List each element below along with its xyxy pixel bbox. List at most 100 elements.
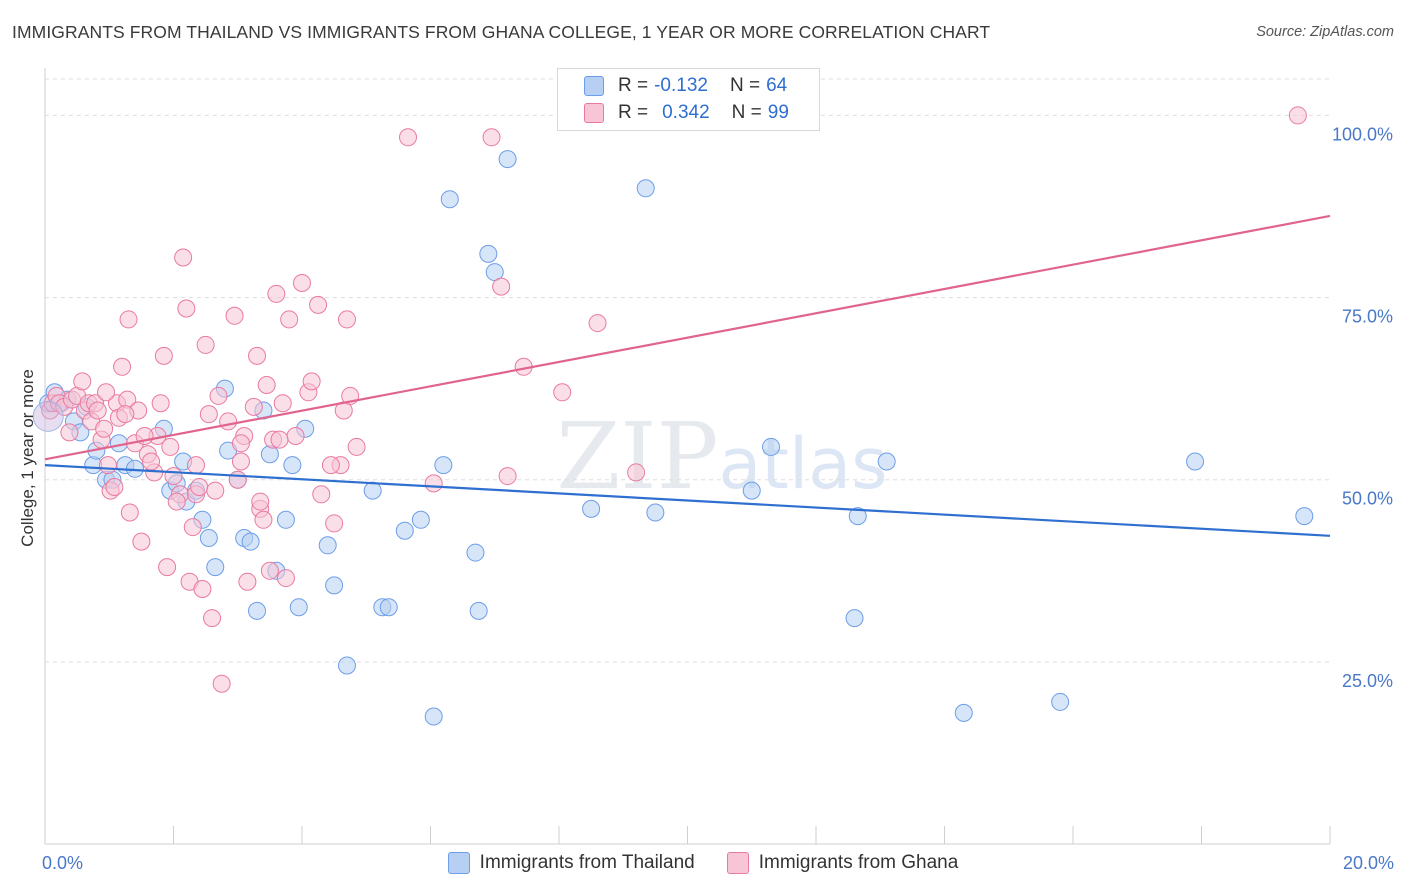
ghana-point[interactable] (238, 572, 257, 591)
ghana-point[interactable] (270, 430, 289, 449)
ghana-point[interactable] (98, 456, 117, 475)
ghana-point[interactable] (498, 467, 517, 486)
ghana-point[interactable] (627, 463, 646, 482)
ghana-point[interactable] (206, 481, 225, 500)
thailand-point[interactable] (206, 558, 225, 577)
ghana-point[interactable] (199, 405, 218, 424)
ghana-point[interactable] (347, 437, 366, 456)
thailand-point[interactable] (289, 598, 308, 617)
legend-item-ghana[interactable]: Immigrants from Ghana (726, 852, 958, 874)
ghana-point[interactable] (257, 376, 276, 394)
ghana-point[interactable] (219, 412, 238, 431)
thailand-point[interactable] (434, 456, 453, 475)
ghana-point[interactable] (231, 434, 250, 453)
thailand-point[interactable] (646, 503, 665, 522)
ghana-point[interactable] (1288, 106, 1307, 125)
ghana-point[interactable] (177, 299, 196, 318)
thailand-point[interactable] (466, 543, 485, 562)
ghana-point[interactable] (119, 310, 138, 329)
thailand-point[interactable] (954, 703, 973, 722)
ghana-point[interactable] (116, 405, 135, 424)
thailand-point[interactable] (742, 481, 761, 500)
thailand-point[interactable] (1186, 452, 1205, 471)
ghana-point[interactable] (280, 310, 299, 329)
ghana-point[interactable] (183, 518, 202, 537)
thailand-point[interactable] (762, 437, 781, 456)
thailand-point[interactable] (582, 499, 601, 518)
ghana-point[interactable] (186, 456, 205, 475)
ghana-point[interactable] (88, 401, 107, 420)
ghana-point[interactable] (276, 569, 295, 588)
ghana-point[interactable] (225, 306, 244, 325)
ghana-point[interactable] (482, 128, 501, 147)
ghana-point[interactable] (167, 492, 186, 511)
ghana-point[interactable] (193, 580, 212, 598)
thailand-point[interactable] (318, 536, 337, 555)
ghana-point[interactable] (251, 492, 270, 511)
ghana-point[interactable] (151, 394, 170, 413)
ghana-point[interactable] (132, 532, 151, 551)
thailand-point[interactable] (260, 445, 279, 464)
ghana-point[interactable] (273, 394, 292, 413)
thailand-point[interactable] (337, 656, 356, 675)
thailand-point[interactable] (469, 601, 488, 620)
legend-item-thailand[interactable]: Immigrants from Thailand (447, 852, 695, 874)
ghana-point[interactable] (105, 478, 124, 496)
thailand-point[interactable] (241, 532, 260, 551)
thailand-point[interactable] (1051, 692, 1070, 711)
thailand-point[interactable] (877, 452, 896, 471)
ghana-point[interactable] (321, 456, 340, 475)
ghana-point[interactable] (399, 128, 418, 147)
ghana-point[interactable] (142, 452, 161, 471)
thailand-point[interactable] (636, 179, 655, 198)
ghana-point[interactable] (293, 274, 311, 292)
ghana-point[interactable] (164, 467, 183, 486)
thailand-point[interactable] (411, 510, 430, 529)
ghana-point[interactable] (196, 335, 215, 354)
ghana-point[interactable] (254, 510, 273, 529)
thailand-point[interactable] (845, 609, 864, 628)
ghana-point[interactable] (267, 284, 286, 303)
ghana-point[interactable] (120, 503, 139, 522)
thailand-point[interactable] (848, 507, 867, 526)
thailand-point[interactable] (498, 150, 517, 169)
thailand-point[interactable] (395, 521, 414, 540)
ghana-point[interactable] (154, 346, 173, 365)
thailand-point[interactable] (1295, 507, 1314, 526)
ghana-point[interactable] (302, 372, 321, 391)
ghana-point[interactable] (190, 478, 209, 496)
ghana-point[interactable] (97, 383, 116, 402)
ghana-point[interactable] (203, 609, 222, 628)
thailand-point[interactable] (276, 510, 295, 529)
ghana-point[interactable] (95, 419, 114, 438)
thailand-point[interactable] (325, 576, 344, 595)
ghana-point[interactable] (492, 277, 511, 296)
ghana-point[interactable] (228, 470, 247, 489)
thailand-point[interactable] (363, 481, 382, 500)
ghana-point[interactable] (312, 485, 331, 504)
thailand-point[interactable] (424, 707, 443, 726)
ghana-point[interactable] (244, 397, 263, 416)
ghana-point[interactable] (337, 310, 356, 329)
thailand-point[interactable] (248, 601, 267, 620)
ghana-point[interactable] (588, 314, 607, 333)
ghana-point[interactable] (260, 561, 279, 580)
ghana-point[interactable] (73, 372, 92, 391)
ghana-point[interactable] (158, 558, 177, 577)
ghana-point[interactable] (286, 427, 305, 445)
ghana-point[interactable] (174, 248, 193, 267)
ghana-point[interactable] (113, 357, 132, 376)
ghana-point[interactable] (231, 452, 250, 471)
thailand-point[interactable] (479, 244, 498, 263)
thailand-point[interactable] (283, 456, 302, 475)
ghana-point[interactable] (161, 437, 180, 456)
thailand-point[interactable] (199, 529, 218, 547)
ghana-point[interactable] (325, 514, 344, 533)
ghana-point[interactable] (309, 295, 328, 314)
ghana-point[interactable] (212, 674, 231, 693)
ghana-point[interactable] (424, 474, 443, 493)
ghana-point[interactable] (209, 386, 228, 405)
thailand-point[interactable] (379, 598, 398, 617)
ghana-point[interactable] (553, 383, 572, 402)
ghana-point[interactable] (60, 423, 79, 442)
